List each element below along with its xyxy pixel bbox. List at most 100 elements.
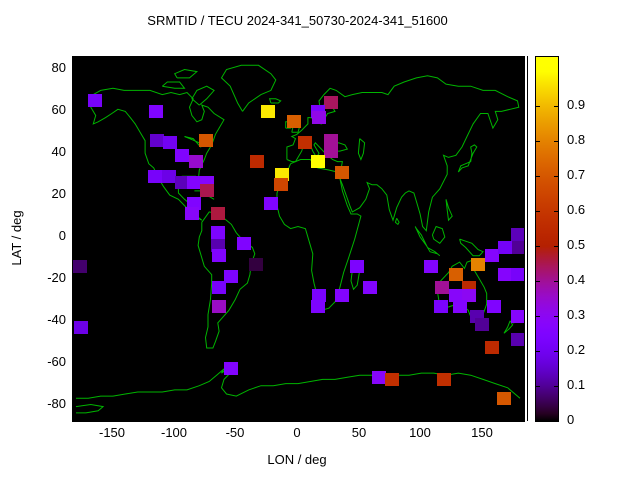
tecu-cell	[335, 166, 349, 179]
tecu-cell	[449, 268, 463, 281]
colorbar-tick-mark	[536, 141, 540, 142]
x-tick-label: 150	[471, 425, 493, 440]
colorbar-tick-label: 0.6	[567, 202, 586, 217]
colorbar	[535, 56, 559, 422]
chart-title: SRMTID / TECU 2024-341_50730-2024-341_51…	[147, 13, 448, 28]
tecu-cell	[250, 155, 264, 168]
tecu-cell	[487, 300, 501, 313]
tecu-cell	[187, 197, 201, 210]
tecu-cell	[199, 134, 213, 147]
colorbar-tick-mark	[554, 246, 558, 247]
tecu-cell	[311, 300, 325, 313]
y-tick-label: -20	[47, 270, 66, 285]
colorbar-tick-mark	[536, 106, 540, 107]
tecu-cell	[437, 373, 451, 386]
coastline	[191, 85, 215, 106]
colorbar-tick-mark	[554, 281, 558, 282]
tecu-cell	[175, 149, 189, 162]
tecu-cell	[212, 249, 226, 262]
tecu-cell	[189, 155, 203, 168]
coastline	[457, 144, 478, 173]
tecu-cell	[449, 289, 463, 302]
colorbar-tick-mark	[554, 176, 558, 177]
tecu-cell	[185, 207, 199, 220]
x-tick-label: 100	[409, 425, 431, 440]
coastline	[75, 403, 105, 414]
tecu-cell	[497, 392, 511, 405]
colorbar-tick-mark	[536, 351, 540, 352]
tecu-cell	[212, 281, 226, 294]
tecu-cell	[298, 136, 312, 149]
tecu-cell	[324, 145, 338, 158]
tecu-cell	[175, 176, 189, 189]
colorbar-tick-label: 0.1	[567, 377, 586, 392]
colorbar-tick-label: 0.7	[567, 167, 586, 182]
tecu-cell	[88, 94, 102, 107]
tecu-cell	[149, 105, 163, 118]
tecu-cell	[287, 115, 301, 128]
colorbar-tick-label: 0.8	[567, 132, 586, 147]
tecu-cell	[150, 134, 164, 147]
tecu-cell	[471, 258, 485, 271]
coastline	[431, 225, 446, 244]
tecu-cell	[511, 333, 524, 346]
tecu-cell	[200, 184, 214, 197]
y-tick-label: 40	[51, 144, 66, 159]
tecu-cell	[498, 268, 512, 281]
coastline	[276, 159, 362, 311]
tecu-cell	[453, 300, 467, 313]
tecu-cell	[224, 270, 238, 283]
tecu-cell	[211, 226, 225, 239]
tecu-cell	[363, 281, 377, 294]
x-tick-label: -100	[160, 425, 188, 440]
tecu-cell	[475, 318, 489, 331]
coastline	[286, 75, 520, 232]
coastline	[220, 64, 277, 112]
coastline	[268, 98, 282, 104]
y-tick-label: -40	[47, 312, 66, 327]
tecu-cell	[237, 237, 251, 250]
tecu-cell	[312, 111, 326, 124]
coastline	[357, 138, 366, 161]
coastline	[394, 217, 400, 226]
tecu-cell	[324, 96, 338, 109]
coastlines-layer	[75, 64, 521, 414]
colorbar-tick-mark	[554, 386, 558, 387]
colorbar-tick-mark	[554, 316, 558, 317]
y-tick-label: 80	[51, 60, 66, 75]
colorbar-tick-mark	[536, 281, 540, 282]
tecu-cell	[511, 228, 524, 241]
coastline	[436, 259, 488, 318]
colorbar-tick-mark	[536, 386, 540, 387]
tecu-cell	[224, 362, 238, 375]
colorbar-tick-mark	[536, 246, 540, 247]
x-tick-label: 0	[293, 425, 301, 440]
colorbar-tick-label: 0.9	[567, 97, 586, 112]
coastline	[414, 226, 441, 257]
tecu-cell	[424, 260, 438, 273]
frame-line	[527, 56, 528, 421]
tecu-cell	[212, 300, 226, 313]
tecu-cell	[485, 341, 499, 354]
colorbar-tick-mark	[536, 211, 540, 212]
colorbar-tick-mark	[554, 211, 558, 212]
colorbar-tick-mark	[554, 141, 558, 142]
tecu-cell	[311, 155, 325, 168]
tecu-cell	[74, 321, 88, 334]
coastline	[445, 199, 453, 222]
tecu-cell	[512, 241, 524, 254]
tecu-cell	[462, 289, 476, 302]
tecu-cell	[312, 289, 326, 302]
x-axis-label: LON / deg	[267, 452, 327, 467]
coastline	[503, 320, 514, 334]
tecu-cell	[435, 281, 449, 294]
tecu-cell	[187, 176, 201, 189]
y-tick-label: -60	[47, 354, 66, 369]
tecu-cell	[261, 105, 275, 118]
colorbar-tick-mark	[554, 106, 558, 107]
tecu-cell	[511, 268, 524, 281]
tecu-cell	[485, 249, 499, 262]
tecu-cell	[511, 310, 524, 323]
y-axis-label: LAT / deg	[9, 210, 24, 266]
